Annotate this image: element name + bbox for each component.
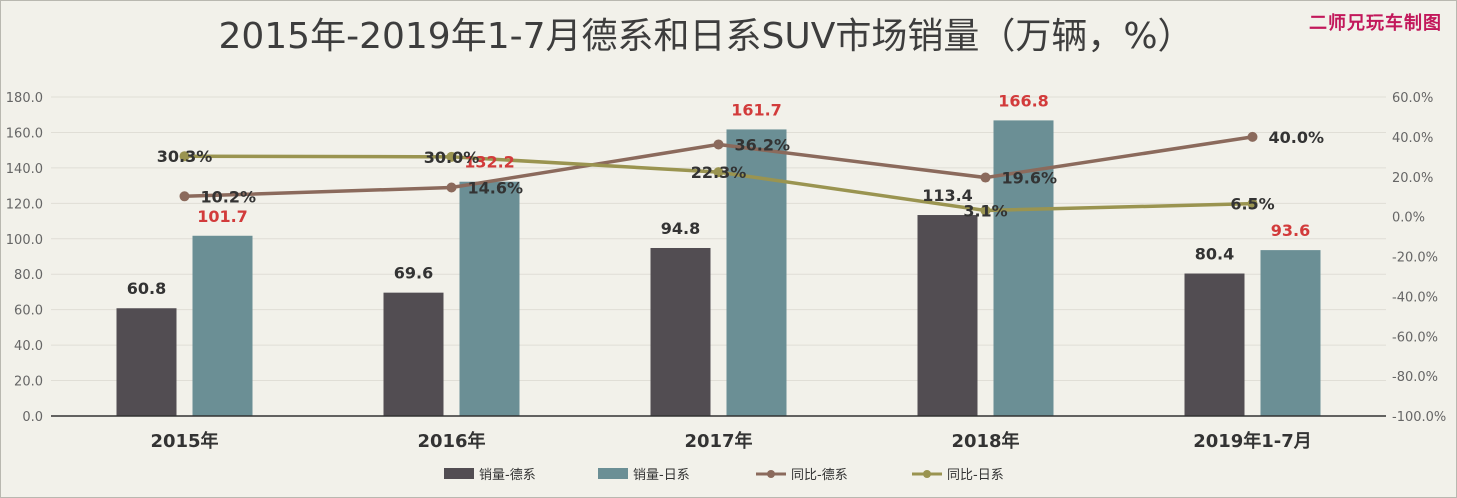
x-axis-category-label: 2017年 [684, 430, 752, 452]
bar-german [1184, 273, 1245, 416]
line-label-german: 19.6% [1002, 169, 1058, 188]
line-label-german: 10.2% [201, 187, 257, 206]
bar-label-japanese: 101.7 [197, 207, 248, 226]
bar-label-german: 69.6 [394, 264, 433, 283]
legend-label: 同比-日系 [947, 468, 1004, 483]
left-axis-tick-label: 120.0 [6, 197, 43, 212]
left-axis-tick-label: 0.0 [22, 410, 43, 425]
yoy-japanese-point [179, 151, 190, 162]
legend-swatch [444, 468, 474, 479]
bar-german [383, 292, 444, 416]
left-axis-tick-label: 80.0 [14, 268, 43, 283]
line-label-german: 36.2% [735, 135, 791, 154]
line-label-japanese: 30.3% [157, 147, 213, 166]
yoy-german-point [446, 182, 457, 193]
bar-japanese [192, 235, 253, 416]
legend-label: 销量-日系 [633, 468, 690, 483]
bar-label-japanese: 166.8 [998, 91, 1049, 110]
bar-label-german: 94.8 [661, 219, 700, 238]
legend-swatch-marker [923, 470, 931, 478]
bar-german [650, 247, 711, 416]
right-axis-tick-label: -20.0% [1392, 251, 1438, 266]
left-axis-tick-label: 160.0 [6, 126, 43, 141]
yoy-german-point [1247, 131, 1258, 142]
bar-label-german: 80.4 [1195, 245, 1234, 264]
left-axis-tick-label: 180.0 [6, 91, 43, 106]
bar-label-japanese: 161.7 [731, 100, 782, 119]
right-axis-tick-label: -40.0% [1392, 290, 1438, 305]
yoy-japanese-point [980, 205, 991, 216]
yoy-german-point [713, 139, 724, 150]
yoy-german-point [980, 172, 991, 183]
yoy-japanese-point [713, 167, 724, 178]
bar-label-japanese: 93.6 [1271, 221, 1310, 240]
x-axis-category-label: 2019年1-7月 [1193, 430, 1312, 452]
legend-label: 同比-德系 [791, 468, 848, 483]
line-label-japanese: 22.3% [691, 163, 747, 182]
x-axis-category-label: 2015年 [150, 430, 218, 452]
left-axis-tick-label: 100.0 [6, 233, 43, 248]
line-label-japanese: 6.5% [1230, 195, 1274, 214]
watermark: 二师兄玩车制图 [1309, 13, 1442, 34]
bar-german [917, 215, 978, 416]
chart-title: 2015年-2019年1-7月德系和日系SUV市场销量（万辆，%） [218, 16, 1194, 57]
right-axis-tick-label: 60.0% [1392, 91, 1433, 106]
yoy-japanese-point [1247, 198, 1258, 209]
legend-label: 销量-德系 [479, 468, 536, 483]
line-label-german: 14.6% [468, 179, 524, 198]
bar-label-german: 60.8 [127, 279, 166, 298]
bar-japanese [459, 181, 520, 416]
bar-label-german: 113.4 [922, 186, 973, 205]
bar-german [116, 308, 177, 416]
left-axis-tick-label: 60.0 [14, 304, 43, 319]
x-axis-category-label: 2018年 [951, 430, 1019, 452]
line-label-german: 40.0% [1269, 128, 1325, 147]
bar-japanese [993, 120, 1054, 416]
left-axis-tick-label: 140.0 [6, 162, 43, 177]
yoy-japanese-point [446, 151, 457, 162]
left-axis-tick-label: 40.0 [14, 339, 43, 354]
right-axis-tick-label: -100.0% [1392, 410, 1446, 425]
right-axis-tick-label: 0.0% [1392, 211, 1425, 226]
legend-swatch-marker [767, 470, 775, 478]
right-axis-tick-label: 40.0% [1392, 131, 1433, 146]
bar-label-japanese: 132.2 [464, 153, 515, 172]
line-label-japanese: 3.1% [963, 201, 1007, 220]
x-axis-category-label: 2016年 [417, 430, 485, 452]
bar-japanese [1260, 250, 1321, 416]
legend-swatch [598, 468, 628, 479]
right-axis-tick-label: -60.0% [1392, 330, 1438, 345]
left-axis-tick-label: 20.0 [14, 375, 43, 390]
right-axis-tick-label: -80.0% [1392, 370, 1438, 385]
right-axis-tick-label: 20.0% [1392, 171, 1433, 186]
yoy-german-point [179, 191, 190, 202]
line-label-japanese: 30.0% [424, 148, 480, 167]
